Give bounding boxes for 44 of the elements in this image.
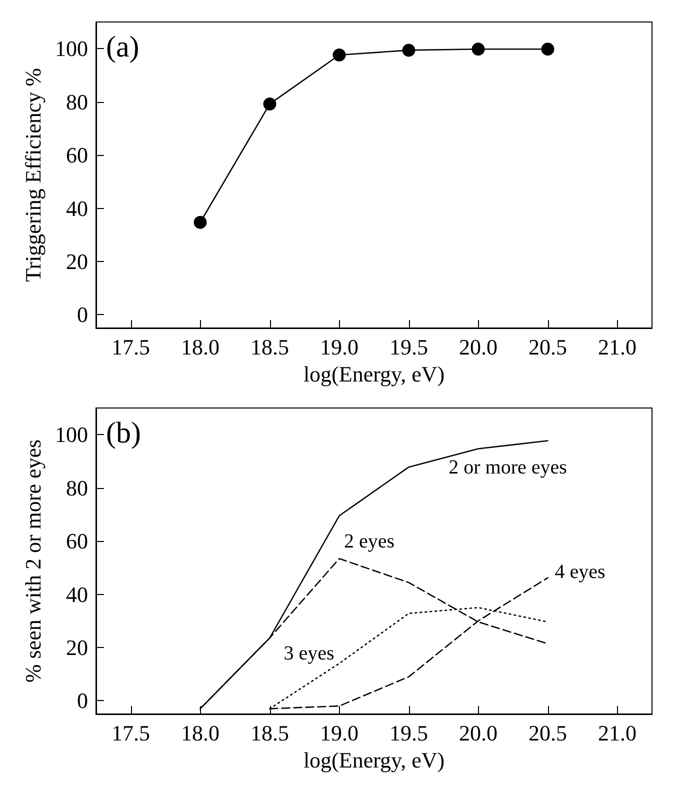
series-label: 4 eyes	[554, 560, 606, 583]
x-tick-label: 17.5	[112, 720, 150, 746]
x-tick-label: 21.0	[598, 720, 636, 746]
y-tick-label: 20	[66, 634, 88, 660]
y-tick-label: 0	[77, 302, 88, 328]
y-tick-label: 60	[66, 142, 88, 168]
y-tick-label: 100	[55, 422, 88, 448]
x-tick-label: 17.5	[112, 334, 150, 360]
point	[263, 97, 276, 110]
point	[194, 216, 207, 229]
y-tick-label: 100	[55, 36, 88, 62]
y-axis-title: % seen with 2 or more eyes	[20, 439, 46, 683]
point	[541, 42, 554, 56]
point	[472, 42, 485, 56]
x-axis-title: log(Energy, eV)	[303, 361, 445, 386]
point	[402, 44, 416, 57]
x-tick-label: 19.0	[320, 720, 358, 746]
x-tick-label: 20.0	[459, 334, 498, 360]
y-tick-label: 40	[66, 582, 88, 607]
y-tick-label: 80	[66, 475, 88, 500]
x-axis-title: log(Energy, eV)	[303, 747, 445, 772]
y-tick-label: 0	[77, 688, 88, 714]
x-tick-label: 19.5	[390, 334, 428, 360]
x-tick-label: 18.0	[181, 334, 220, 360]
annotation: (b)	[106, 416, 141, 450]
series-label: 2 eyes	[344, 530, 395, 553]
y-tick-label: 60	[66, 528, 88, 554]
y-axis-title: Triggering Efficiency %	[20, 68, 46, 282]
point	[332, 48, 346, 62]
y-tick-label: 20	[66, 248, 88, 274]
x-tick-label: 18.5	[250, 720, 289, 746]
y-tick-label: 80	[66, 89, 88, 114]
y-tick-label: 40	[66, 196, 88, 221]
x-tick-label: 20.0	[459, 720, 498, 746]
x-tick-label: 18.5	[250, 334, 289, 360]
x-tick-label: 19.5	[390, 720, 428, 746]
x-tick-label: 20.5	[528, 720, 567, 746]
x-tick-label: 20.5	[528, 334, 567, 360]
series-label: 2 or more eyes	[448, 456, 568, 479]
x-tick-label: 21.0	[598, 334, 636, 360]
annotation: (a)	[106, 30, 140, 64]
x-tick-label: 18.0	[181, 720, 220, 746]
x-tick-label: 19.0	[320, 334, 358, 360]
series-label: 3 eyes	[284, 642, 334, 664]
